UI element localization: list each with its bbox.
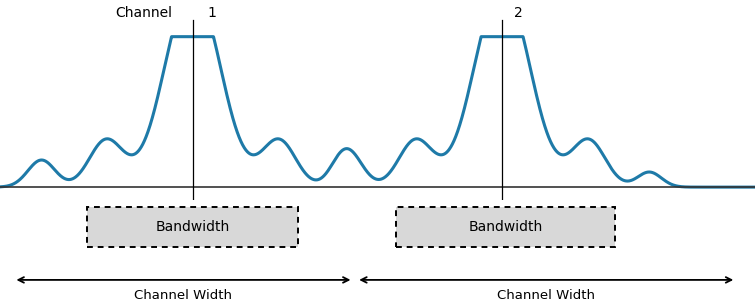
Text: 1: 1	[207, 6, 216, 20]
Text: Channel Width: Channel Width	[498, 289, 595, 302]
Text: Bandwidth: Bandwidth	[469, 220, 543, 234]
Bar	[87, 207, 298, 247]
Text: Channel Width: Channel Width	[134, 289, 233, 302]
Text: 2: 2	[514, 6, 523, 20]
Text: Bandwidth: Bandwidth	[156, 220, 230, 234]
Bar	[396, 207, 615, 247]
Text: Channel: Channel	[115, 6, 172, 20]
